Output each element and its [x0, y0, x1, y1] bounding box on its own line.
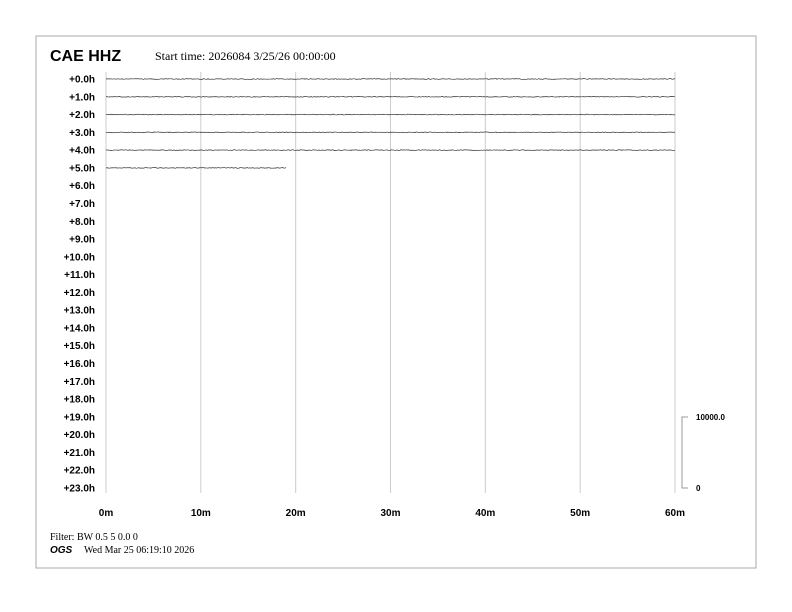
row-label: +23.0h [64, 484, 95, 495]
scale-top-label: 10000.0 [696, 413, 725, 422]
seismic-trace [106, 150, 675, 151]
row-label: +11.0h [64, 270, 95, 281]
row-label: +21.0h [64, 448, 95, 459]
scale-bottom-label: 0 [696, 484, 701, 493]
row-label: +6.0h [69, 181, 95, 192]
row-label: +3.0h [69, 128, 95, 139]
row-label: +15.0h [64, 341, 95, 352]
seismic-trace [106, 96, 675, 97]
row-label: +19.0h [64, 412, 95, 423]
row-label: +5.0h [69, 163, 95, 174]
x-tick-label: 10m [191, 508, 211, 519]
seismic-trace [106, 132, 675, 133]
seismic-trace [106, 79, 675, 80]
row-label: +13.0h [64, 306, 95, 317]
plot-timestamp: Wed Mar 25 06:19:10 2026 [84, 545, 194, 556]
org-label: OGS [50, 545, 73, 556]
row-label: +8.0h [69, 217, 95, 228]
row-label: +12.0h [64, 288, 95, 299]
row-label: +16.0h [64, 359, 95, 370]
row-label: +9.0h [69, 235, 95, 246]
row-label: +10.0h [64, 252, 95, 263]
scale-bar [682, 417, 688, 488]
x-tick-label: 50m [570, 508, 590, 519]
x-tick-label: 0m [99, 508, 114, 519]
x-tick-label: 60m [665, 508, 685, 519]
row-label: +17.0h [64, 377, 95, 388]
row-label: +0.0h [69, 75, 95, 86]
start-time: Start time: 2026084 3/25/26 00:00:00 [155, 49, 336, 63]
x-tick-label: 30m [380, 508, 400, 519]
row-label: +1.0h [69, 92, 95, 103]
helicorder-plot: CAE HHZ Start time: 2026084 3/25/26 00:0… [0, 0, 792, 612]
station-title: CAE HHZ [50, 48, 121, 65]
row-label: +4.0h [69, 146, 95, 157]
seismic-trace [106, 168, 286, 169]
plot-frame [36, 36, 756, 568]
row-label: +2.0h [69, 110, 95, 121]
row-label: +22.0h [64, 466, 95, 477]
filter-text: Filter: BW 0.5 5 0.0 0 [50, 532, 138, 543]
row-label: +20.0h [64, 430, 95, 441]
x-tick-label: 40m [475, 508, 495, 519]
row-label: +7.0h [69, 199, 95, 210]
row-label: +18.0h [64, 395, 95, 406]
amplitude-scale: 10000.0 0 [682, 413, 725, 493]
x-tick-label: 20m [286, 508, 306, 519]
row-label: +14.0h [64, 323, 95, 334]
